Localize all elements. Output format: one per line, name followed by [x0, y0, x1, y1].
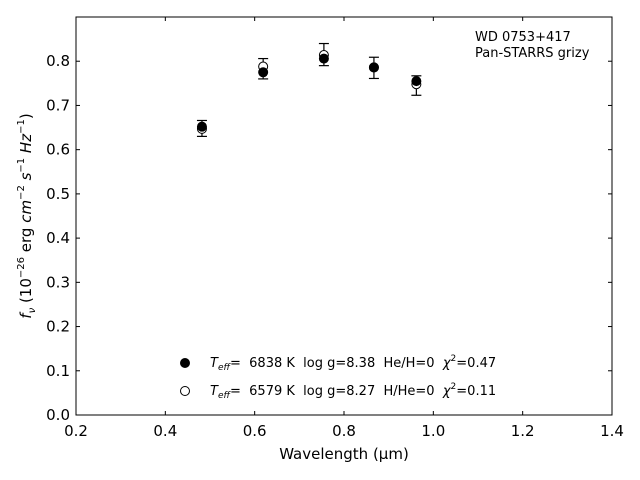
- x-tick-label: 1.2: [511, 422, 535, 440]
- y-tick-label: 0.1: [46, 362, 70, 380]
- plot-area: [75, 16, 613, 416]
- legend: Teff= 6838 K log g=8.38 He/H=0 χ2=0.47 T…: [180, 354, 496, 401]
- model-point-filled: [411, 76, 422, 87]
- y-tick-label: 0.4: [46, 229, 70, 247]
- y-axis-label: fν (10−26 erg cm−2 s−1 Hz−1): [16, 113, 38, 318]
- legend-open-marker: [180, 386, 190, 396]
- model-point-filled: [196, 121, 207, 132]
- legend-entry-2: Teff= 6579 K log g=8.27 H/He=0 χ2=0.11: [210, 382, 496, 401]
- y-tick-label: 0.6: [46, 141, 70, 159]
- x-tick-label: 0.2: [64, 422, 88, 440]
- y-tick-label: 0.8: [46, 52, 70, 70]
- x-tick-label: 0.4: [153, 422, 177, 440]
- legend-filled-marker: [180, 358, 190, 368]
- model-point-filled: [258, 67, 269, 78]
- model-point-filled: [368, 62, 379, 73]
- y-tick-label: 0.5: [46, 185, 70, 203]
- x-axis-label: Wavelength (μm): [279, 445, 409, 463]
- x-tick-label: 0.6: [243, 422, 267, 440]
- legend-entry-1: Teff= 6838 K log g=8.38 He/H=0 χ2=0.47: [210, 354, 496, 373]
- annotation-survey: Pan-STARRS grizy: [475, 46, 590, 61]
- x-axis-ticks: 0.2 0.4 0.6 0.8 1.0 1.2 1.4: [64, 17, 624, 440]
- y-tick-label: 0.0: [46, 406, 70, 424]
- x-tick-label: 1.4: [600, 422, 624, 440]
- x-tick-label: 1.0: [421, 422, 445, 440]
- model-markers: [196, 50, 422, 134]
- model-point-filled: [318, 53, 329, 64]
- x-tick-label: 0.8: [332, 422, 356, 440]
- y-tick-label: 0.7: [46, 96, 70, 114]
- y-axis-ticks: 0.0 0.1 0.2 0.3 0.4 0.5 0.6 0.7 0.8: [46, 52, 612, 424]
- y-tick-label: 0.2: [46, 318, 70, 336]
- y-tick-label: 0.3: [46, 273, 70, 291]
- annotation-object-name: WD 0753+417: [475, 30, 571, 45]
